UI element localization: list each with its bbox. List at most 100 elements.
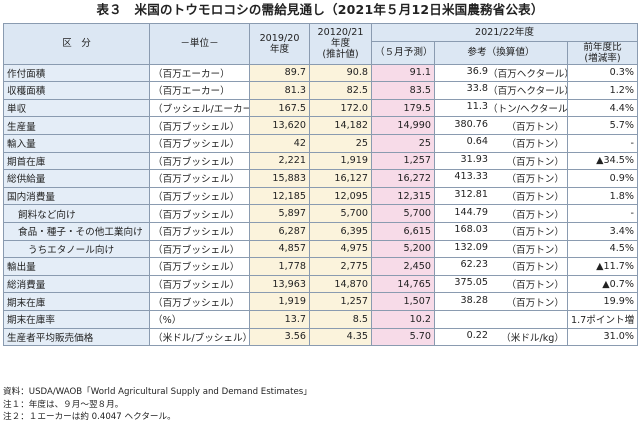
row-value-forecast: 1,257 [371, 151, 435, 171]
row-value-2020-21: 14,870 [309, 274, 372, 294]
row-reference-unit: （百万ヘクタール） [488, 86, 568, 98]
row-reference-value: 62.23 [460, 259, 488, 271]
row-item-label: 飼料など向け [3, 204, 150, 223]
row-value-2019-20: 167.5 [249, 98, 310, 118]
row-change: 4.5% [567, 239, 638, 259]
row-value-forecast: 5,200 [371, 239, 435, 259]
table-row: 作付面積 （百万エーカー） 89.7 90.8 91.1 36.9 （百万ヘクタール） 0.3… [3, 63, 638, 83]
row-reference: 62.23 （百万トン） [434, 257, 568, 276]
table-row: 食品・種子・その他工業向け （百万ブッシェル） 6,287 6,395 6,615 168… [3, 221, 638, 241]
row-reference-unit: （百万トン） [506, 262, 564, 274]
row-change: 4.4% [567, 98, 638, 118]
table-row: 輸出量 （百万ブッシェル） 1,778 2,775 2,450 62.23 （百万トン） ▲1… [3, 257, 638, 276]
row-value-2019-20: 12,185 [249, 186, 310, 206]
row-item-label: 単収 [3, 98, 150, 118]
row-value-2020-21: 4.35 [309, 327, 372, 347]
row-reference-value: 144.79 [454, 206, 488, 218]
row-change: ▲34.5% [567, 151, 638, 171]
row-reference-unit: （百万トン） [506, 174, 564, 186]
row-reference-value: 31.93 [460, 153, 488, 165]
note-2: 注２：１エーカーは約 0.4047 ヘクタール。 [3, 412, 176, 422]
table-row: 生産量 （百万ブッシェル） 13,620 14,182 14,990 380.76 （百万ト… [3, 116, 638, 135]
row-value-2020-21: 25 [309, 133, 372, 153]
row-item-label: 作付面積 [3, 63, 150, 83]
row-change: 19.9% [567, 292, 638, 311]
row-reference-value: 168.03 [454, 224, 488, 236]
row-unit: （百万ブッシェル） [149, 204, 250, 223]
row-reference-unit: （トン/ヘクタール） [488, 104, 568, 116]
row-value-2020-21: 5,700 [309, 204, 372, 223]
row-value-2019-20: 3.56 [249, 327, 310, 347]
row-reference-unit: （百万ヘクタール） [488, 68, 568, 80]
row-item-label: 生産者平均販売価格 [3, 327, 150, 347]
table-row: 総供給量 （百万ブッシェル） 15,883 16,127 16,272 413.33 （百万… [3, 169, 638, 188]
row-reference-unit: （百万トン） [506, 227, 564, 239]
row-change: 1.2% [567, 81, 638, 100]
row-value-forecast: 5,700 [371, 204, 435, 223]
table-row: 輸入量 （百万ブッシェル） 42 25 25 0.64 （百万トン） - [3, 133, 638, 153]
header-2020-21: 20120/21 年度 (推計値) [309, 23, 372, 65]
row-value-forecast: 1,507 [371, 292, 435, 311]
row-reference-value: 36.9 [466, 65, 488, 77]
row-value-2020-21: 1,919 [309, 151, 372, 171]
row-reference [434, 309, 568, 329]
header-2021-22: 2021/22年度 [371, 23, 638, 42]
row-value-2019-20: 4,857 [249, 239, 310, 259]
row-unit: （百万ブッシェル） [149, 274, 250, 294]
row-unit: （百万ブッシェル） [149, 151, 250, 171]
row-reference: 132.09 （百万トン） [434, 239, 568, 259]
row-value-forecast: 14,765 [371, 274, 435, 294]
row-item-label: 国内消費量 [3, 186, 150, 206]
row-value-2020-21: 6,395 [309, 221, 372, 241]
row-change: - [567, 133, 638, 153]
row-unit: （百万ブッシェル） [149, 116, 250, 135]
row-reference: 312.81 （百万トン） [434, 186, 568, 206]
row-item-label: 輸入量 [3, 133, 150, 153]
row-change: 0.3% [567, 63, 638, 83]
row-reference-unit: （百万トン） [506, 244, 564, 256]
row-value-2019-20: 6,287 [249, 221, 310, 241]
row-value-2020-21: 8.5 [309, 309, 372, 329]
row-unit: （百万エーカー） [149, 81, 250, 100]
table-row: 期首在庫 （百万ブッシェル） 2,221 1,919 1,257 31.93 （百万トン） ▲… [3, 151, 638, 171]
row-value-2020-21: 2,775 [309, 257, 372, 276]
table-row: 総消費量 （百万ブッシェル） 13,963 14,870 14,765 375.05 （百万… [3, 274, 638, 294]
row-value-forecast: 25 [371, 133, 435, 153]
header-may-forecast: （５月予測） [371, 40, 435, 65]
row-unit: （百万ブッシェル） [149, 292, 250, 311]
row-unit: （百万ブッシェル） [149, 239, 250, 259]
row-reference-value: 0.64 [466, 136, 488, 148]
row-change: 0.9% [567, 169, 638, 188]
row-change: 31.0% [567, 327, 638, 347]
row-item-label: うちエタノール向け [3, 239, 150, 259]
row-item-label: 期首在庫 [3, 151, 150, 171]
table-row: 収穫面積 （百万エーカー） 81.3 82.5 83.5 33.8 （百万ヘクタール） 1.2… [3, 81, 638, 100]
row-reference: 168.03 （百万トン） [434, 221, 568, 241]
row-unit: （百万エーカー） [149, 63, 250, 83]
row-value-2019-20: 89.7 [249, 63, 310, 83]
row-reference: 36.9 （百万ヘクタール） [434, 63, 568, 83]
table-row: 単収（ブッシェル/エーカー）167.5172.0179.511.3（トン/ヘクタ… [3, 98, 638, 118]
row-reference-unit: （百万トン） [506, 156, 564, 168]
row-value-2019-20: 1,778 [249, 257, 310, 276]
row-reference: 38.28 （百万トン） [434, 292, 568, 311]
row-reference: 0.64 （百万トン） [434, 133, 568, 153]
header-unit: －単位－ [149, 23, 250, 65]
notes: 資料：USDA/WAOB「World Agricultural Supply a… [3, 386, 312, 424]
row-reference: 31.93 （百万トン） [434, 151, 568, 171]
row-reference-value: 132.09 [454, 241, 488, 253]
row-value-forecast: 12,315 [371, 186, 435, 206]
row-value-2020-21: 82.5 [309, 81, 372, 100]
table-row: 飼料など向け （百万ブッシェル） 5,897 5,700 5,700 144.79 （百万ト… [3, 204, 638, 223]
row-value-forecast: 179.5 [371, 98, 435, 118]
row-reference: 11.3（トン/ヘクタール） [434, 98, 568, 118]
row-value-forecast: 6,615 [371, 221, 435, 241]
table-row: 国内消費量 （百万ブッシェル） 12,185 12,095 12,315 312.81 （百… [3, 186, 638, 206]
row-item-label: 食品・種子・その他工業向け [3, 221, 150, 241]
table-row: 期末在庫 （百万ブッシェル） 1,919 1,257 1,507 38.28 （百万トン） 1… [3, 292, 638, 311]
supply-demand-table: 区 分 －単位－ 2019/20 年度 20120/21 年度 (推計値) 20… [3, 23, 638, 347]
row-reference: 413.33 （百万トン） [434, 169, 568, 188]
row-reference: 0.22 （米ドル/kg） [434, 327, 568, 347]
row-item-label: 輸出量 [3, 257, 150, 276]
header-reference: 参考（換算値） [434, 40, 568, 65]
